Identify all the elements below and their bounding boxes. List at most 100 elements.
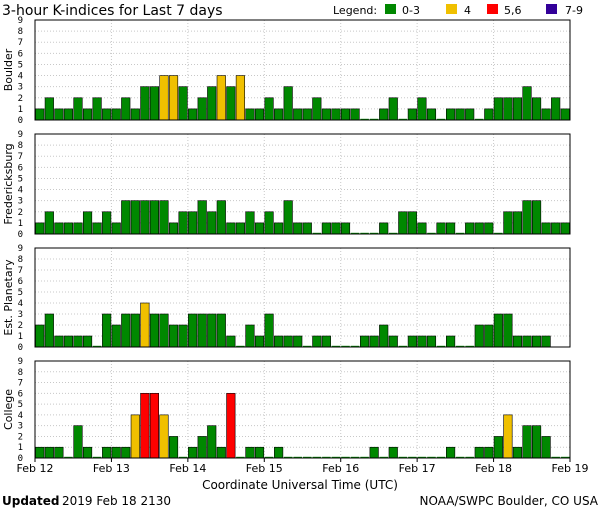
bar xyxy=(102,313,112,348)
bar xyxy=(140,393,150,459)
bar xyxy=(121,313,131,348)
y-tick-label: 2 xyxy=(18,321,23,331)
bar xyxy=(111,446,121,459)
y-tick-label: 1 xyxy=(18,105,23,115)
bar xyxy=(446,446,456,459)
bar xyxy=(446,108,456,121)
bar xyxy=(398,456,408,458)
station-label: Est. Planetary xyxy=(2,259,15,336)
bar xyxy=(54,335,64,348)
bar xyxy=(197,200,207,235)
legend: Legend: 0-3 4 5,6 7-9 xyxy=(333,4,583,17)
bar xyxy=(465,108,475,121)
bar xyxy=(254,108,265,121)
bar xyxy=(522,425,532,459)
bar xyxy=(408,456,417,458)
bar xyxy=(531,97,542,121)
bar xyxy=(465,456,474,458)
bar xyxy=(188,108,198,121)
bar xyxy=(512,446,523,459)
bar xyxy=(188,446,198,459)
bar xyxy=(560,456,570,458)
bar xyxy=(484,108,494,121)
y-tick-label: 6 xyxy=(18,49,23,59)
bar xyxy=(82,446,93,459)
bar xyxy=(436,345,446,347)
bar xyxy=(427,232,436,234)
bar xyxy=(407,108,417,121)
updated-label: Updated xyxy=(2,494,60,508)
y-tick-label: 4 xyxy=(18,299,23,309)
bar xyxy=(465,345,474,347)
panel-frame xyxy=(34,247,571,348)
bar xyxy=(216,75,226,121)
bar xyxy=(493,97,503,121)
y-tick-label: 9 xyxy=(18,16,23,26)
bar xyxy=(503,97,513,121)
bar xyxy=(178,86,188,121)
bar xyxy=(130,200,140,235)
bar xyxy=(82,335,93,348)
bar xyxy=(302,108,312,121)
bar xyxy=(111,324,121,348)
y-tick-label: 5 xyxy=(18,60,23,70)
bar xyxy=(340,222,351,235)
bar xyxy=(321,222,331,235)
bar xyxy=(446,222,456,235)
y-tick-label: 3 xyxy=(18,422,23,432)
bar xyxy=(264,456,274,458)
bar xyxy=(149,86,159,121)
legend-item-4: 4 xyxy=(464,4,471,17)
x-tick-label: Feb 19 xyxy=(552,462,589,475)
bar xyxy=(340,108,351,121)
bar xyxy=(197,313,207,348)
y-tick-label: 7 xyxy=(18,38,23,48)
bar xyxy=(35,222,45,235)
bar xyxy=(149,393,159,459)
bar xyxy=(551,456,560,458)
bar xyxy=(293,222,303,235)
bar xyxy=(235,222,245,235)
bar xyxy=(369,335,379,348)
bar xyxy=(360,335,370,348)
bar xyxy=(130,414,140,459)
bar xyxy=(235,75,245,121)
bar xyxy=(159,75,169,121)
y-tick-label: 4 xyxy=(18,186,23,196)
y-tick-label: 6 xyxy=(18,163,23,173)
bar xyxy=(92,456,102,458)
y-tick-label: 4 xyxy=(18,72,23,82)
bar xyxy=(302,222,312,235)
y-tick-label: 3 xyxy=(18,310,23,320)
bar xyxy=(417,222,427,235)
bar xyxy=(197,436,207,459)
panel-frame xyxy=(34,360,571,459)
y-tick-label: 7 xyxy=(18,152,23,162)
bar xyxy=(417,456,427,458)
bar xyxy=(322,456,331,458)
bar xyxy=(73,425,83,459)
x-tick-label: Feb 12 xyxy=(17,462,54,475)
y-tick-label: 6 xyxy=(18,389,23,399)
bar xyxy=(379,456,388,458)
y-tick-label: 9 xyxy=(18,130,23,140)
bar xyxy=(216,200,226,235)
bar xyxy=(159,200,169,235)
bar xyxy=(63,108,74,121)
y-tick-label: 0 xyxy=(18,230,23,240)
y-tick-label: 5 xyxy=(18,288,23,298)
y-tick-label: 0 xyxy=(18,454,23,464)
bar xyxy=(512,335,523,348)
bar xyxy=(436,222,446,235)
bar xyxy=(417,335,427,348)
bar xyxy=(92,97,102,121)
bar xyxy=(321,335,331,348)
bar xyxy=(274,222,284,235)
y-tick-label: 8 xyxy=(18,255,23,265)
bar xyxy=(388,335,398,348)
bar xyxy=(73,335,83,348)
legend-label: Legend: xyxy=(333,4,377,17)
bar xyxy=(312,456,322,458)
bar xyxy=(178,456,188,458)
bar xyxy=(207,313,217,348)
